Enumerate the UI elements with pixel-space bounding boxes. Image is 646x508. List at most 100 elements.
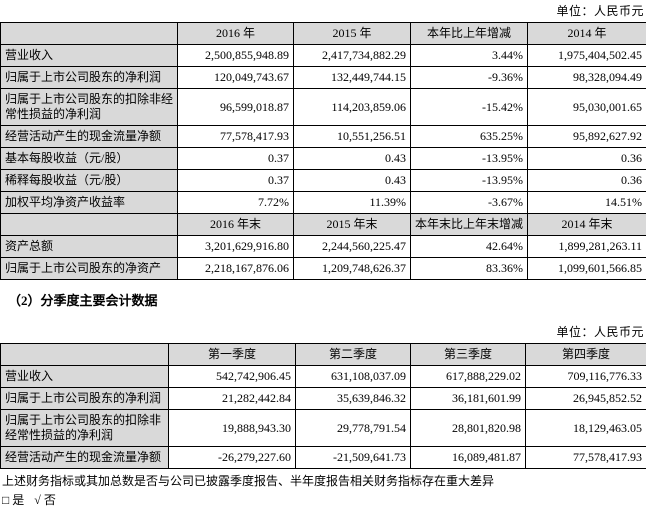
table-row-weighted-avg-roe: 加权平均净资产收益率 7.72% 11.39% -3.67% 14.51% — [1, 192, 646, 214]
table-row-net-profit: 归属于上市公司股东的净利润 120,049,743.67 132,449,744… — [1, 67, 646, 89]
value-q1: 19,888,943.30 — [169, 410, 296, 447]
value-2015: 10,551,256.51 — [294, 126, 411, 148]
value-change: 3.44% — [411, 45, 528, 67]
quarterly-key-figures-table: 第一季度 第二季度 第三季度 第四季度 营业收入 542,742,906.45 … — [0, 343, 646, 469]
col-header-2015: 2015 年 — [294, 23, 411, 45]
table-row-revenue: 营业收入 2,500,855,948.89 2,417,734,882.29 3… — [1, 45, 646, 67]
value-2016: 0.37 — [178, 148, 294, 170]
value-2015: 114,203,859.06 — [294, 89, 411, 126]
table-row-net-profit-excl-nonrecurring: 归属于上市公司股东的扣除非经常性损益的净利润 96,599,018.87 114… — [1, 89, 646, 126]
corner-cell — [1, 214, 178, 236]
table-row-q-revenue: 营业收入 542,742,906.45 631,108,037.09 617,8… — [1, 366, 646, 388]
table-row-net-assets: 归属于上市公司股东的净资产 2,218,167,876.06 1,209,748… — [1, 258, 646, 280]
row-label: 经营活动产生的现金流量净额 — [1, 447, 169, 469]
annual-eoy-header-row: 2016 年末 2015 年末 本年末比上年末增减 2014 年末 — [1, 214, 646, 236]
value-q2: 35,639,846.32 — [296, 388, 411, 410]
unit-label-annual: 单位：人民币元 — [0, 0, 646, 22]
table-row-operating-cash-flow: 经营活动产生的现金流量净额 77,578,417.93 10,551,256.5… — [1, 126, 646, 148]
yes-no-choice: □ 是 √ 否 — [0, 489, 646, 508]
value-q2: 631,108,037.09 — [296, 366, 411, 388]
materiality-difference-note: 上述财务指标或其加总数是否与公司已披露季度报告、半年度报告相关财务指标存在重大差… — [0, 469, 646, 489]
value-2015: 11.39% — [294, 192, 411, 214]
row-label: 营业收入 — [1, 366, 169, 388]
value-2015: 2,417,734,882.29 — [294, 45, 411, 67]
annual-header-row: 2016 年 2015 年 本年比上年增减 2014 年 — [1, 23, 646, 45]
value-q1: -26,279,227.60 — [169, 447, 296, 469]
value-2015: 2,244,560,225.47 — [294, 236, 411, 258]
col-header-q3: 第三季度 — [411, 344, 526, 366]
row-label: 资产总额 — [1, 236, 178, 258]
value-q3: 28,801,820.98 — [411, 410, 526, 447]
table-row-q-operating-cash-flow: 经营活动产生的现金流量净额 -26,279,227.60 -21,509,641… — [1, 447, 646, 469]
row-label: 归属于上市公司股东的扣除非经常性损益的净利润 — [1, 410, 169, 447]
value-q1: 21,282,442.84 — [169, 388, 296, 410]
value-2016: 77,578,417.93 — [178, 126, 294, 148]
value-q1: 542,742,906.45 — [169, 366, 296, 388]
row-label: 归属于上市公司股东的扣除非经常性损益的净利润 — [1, 89, 178, 126]
table-row-q-net-profit: 归属于上市公司股东的净利润 21,282,442.84 35,639,846.3… — [1, 388, 646, 410]
value-2015: 1,209,748,626.37 — [294, 258, 411, 280]
col-header-q2: 第二季度 — [296, 344, 411, 366]
value-2014: 95,892,627.92 — [528, 126, 646, 148]
value-change: -13.95% — [411, 148, 528, 170]
row-label: 营业收入 — [1, 45, 178, 67]
row-label: 经营活动产生的现金流量净额 — [1, 126, 178, 148]
value-2016: 0.37 — [178, 170, 294, 192]
value-2014: 0.36 — [528, 148, 646, 170]
value-2015: 0.43 — [294, 148, 411, 170]
row-label: 稀释每股收益（元/股） — [1, 170, 178, 192]
value-q3: 16,089,481.87 — [411, 447, 526, 469]
value-q3: 36,181,601.99 — [411, 388, 526, 410]
value-q2: -21,509,641.73 — [296, 447, 411, 469]
value-q2: 29,778,791.54 — [296, 410, 411, 447]
value-q4: 77,578,417.93 — [526, 447, 646, 469]
value-q3: 617,888,229.02 — [411, 366, 526, 388]
annual-key-figures-table: 2016 年 2015 年 本年比上年增减 2014 年 营业收入 2,500,… — [0, 22, 646, 280]
value-change: 635.25% — [411, 126, 528, 148]
value-2014: 14.51% — [528, 192, 646, 214]
col-header-2016-eoy: 2016 年末 — [178, 214, 294, 236]
col-header-q4: 第四季度 — [526, 344, 646, 366]
value-2016: 120,049,743.67 — [178, 67, 294, 89]
value-2014: 98,328,094.49 — [528, 67, 646, 89]
value-2016: 96,599,018.87 — [178, 89, 294, 126]
value-change: -13.95% — [411, 170, 528, 192]
row-label: 归属于上市公司股东的净利润 — [1, 388, 169, 410]
section-title-quarterly: （2）分季度主要会计数据 — [0, 280, 646, 309]
col-header-2015-eoy: 2015 年末 — [294, 214, 411, 236]
col-header-eoy-change: 本年末比上年末增减 — [411, 214, 528, 236]
value-2014: 0.36 — [528, 170, 646, 192]
row-label: 归属于上市公司股东的净利润 — [1, 67, 178, 89]
value-q4: 709,116,776.33 — [526, 366, 646, 388]
col-header-2014-eoy: 2014 年末 — [528, 214, 646, 236]
table-row-total-assets: 资产总额 3,201,629,916.80 2,244,560,225.47 4… — [1, 236, 646, 258]
value-2016: 2,500,855,948.89 — [178, 45, 294, 67]
value-q4: 26,945,852.52 — [526, 388, 646, 410]
checkbox-no-option-selected: √ 否 — [34, 492, 56, 508]
col-header-2014: 2014 年 — [528, 23, 646, 45]
col-header-yoy-change: 本年比上年增减 — [411, 23, 528, 45]
value-change: 42.64% — [411, 236, 528, 258]
value-change: 83.36% — [411, 258, 528, 280]
value-2015: 132,449,744.15 — [294, 67, 411, 89]
col-header-2016: 2016 年 — [178, 23, 294, 45]
corner-cell — [1, 344, 169, 366]
value-2014: 1,099,601,566.85 — [528, 258, 646, 280]
value-2014: 1,899,281,263.11 — [528, 236, 646, 258]
table-row-diluted-eps: 稀释每股收益（元/股） 0.37 0.43 -13.95% 0.36 — [1, 170, 646, 192]
row-label: 基本每股收益（元/股） — [1, 148, 178, 170]
value-change: -9.36% — [411, 67, 528, 89]
value-change: -15.42% — [411, 89, 528, 126]
unit-label-quarterly: 单位：人民币元 — [0, 309, 646, 343]
value-2016: 2,218,167,876.06 — [178, 258, 294, 280]
value-2016: 7.72% — [178, 192, 294, 214]
value-2015: 0.43 — [294, 170, 411, 192]
corner-cell — [1, 23, 178, 45]
quarterly-header-row: 第一季度 第二季度 第三季度 第四季度 — [1, 344, 646, 366]
value-2014: 95,030,001.65 — [528, 89, 646, 126]
row-label: 归属于上市公司股东的净资产 — [1, 258, 178, 280]
table-row-basic-eps: 基本每股收益（元/股） 0.37 0.43 -13.95% 0.36 — [1, 148, 646, 170]
value-change: -3.67% — [411, 192, 528, 214]
row-label: 加权平均净资产收益率 — [1, 192, 178, 214]
